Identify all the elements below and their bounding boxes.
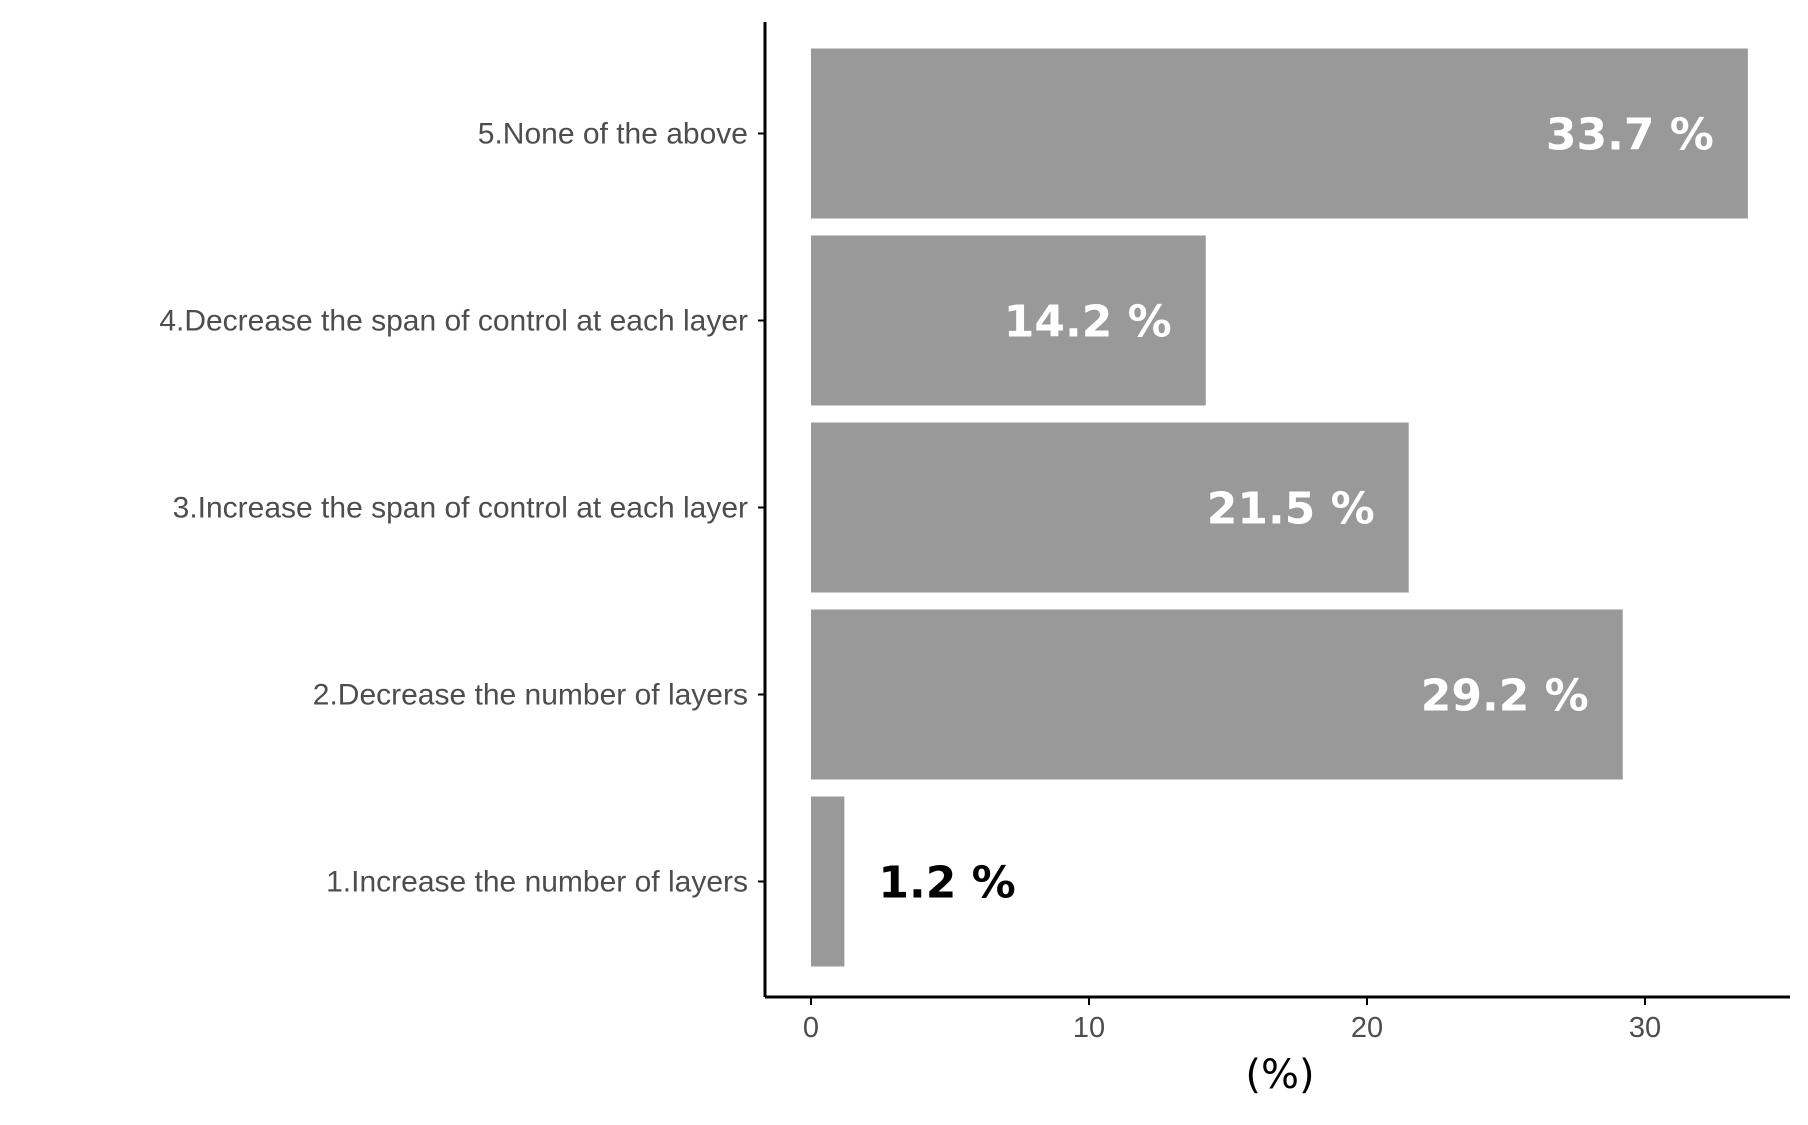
category-label: 1.Increase the number of layers	[326, 866, 748, 899]
x-tick-label: 10	[1073, 1012, 1105, 1044]
y-axis: 1.Increase the number of layers 2.Decreas…	[159, 22, 767, 997]
category-label: 4.Decrease the span of control at each l…	[159, 305, 748, 338]
bar	[811, 422, 1409, 593]
x-tick-label: 0	[803, 1012, 819, 1044]
category-label: 3.Increase the span of control at each l…	[173, 492, 748, 525]
x-tick-label: 20	[1351, 1012, 1383, 1044]
data-labels-layer: 1.2 % 29.2 % 21.5 % 14.2 % 33.7 %	[878, 110, 1714, 909]
x-axis: 0 10 20 30	[765, 995, 1790, 1044]
bar	[811, 235, 1206, 406]
x-tick-label: 30	[1629, 1012, 1661, 1044]
data-label: 29.2 %	[1421, 671, 1589, 722]
data-label: 21.5 %	[1207, 484, 1375, 535]
x-axis-title: (%)	[1245, 1052, 1314, 1098]
bar	[811, 796, 845, 967]
data-label: 33.7 %	[1546, 110, 1714, 161]
data-label: 14.2 %	[1004, 297, 1172, 348]
category-label: 5.None of the above	[478, 118, 748, 151]
bar	[811, 609, 1623, 780]
bars-layer	[811, 48, 1748, 967]
bar	[811, 48, 1748, 219]
category-label: 2.Decrease the number of layers	[313, 679, 748, 712]
data-label: 1.2 %	[878, 858, 1015, 909]
